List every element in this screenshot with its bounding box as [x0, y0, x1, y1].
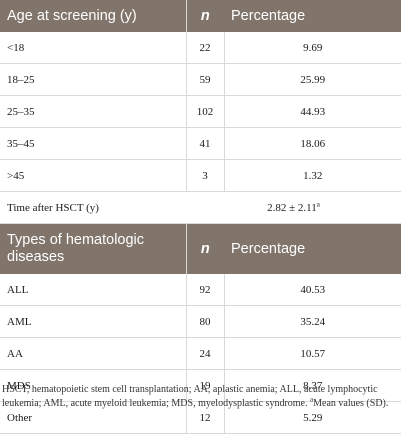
row-n: 41: [186, 127, 225, 160]
table-row: >45 3 1.32: [0, 159, 401, 192]
row-percentage: 1.32: [224, 159, 401, 192]
row-n: 3: [186, 159, 225, 192]
table-row: <18 22 9.69: [0, 32, 401, 64]
row-percentage: 8.37: [224, 369, 401, 402]
row-n: 59: [186, 63, 225, 96]
row-n: 92: [186, 274, 225, 306]
table-row: ALL 92 40.53: [0, 274, 401, 306]
time-label: Time after HSCT (y): [0, 191, 186, 224]
header-percentage: Percentage: [224, 0, 401, 32]
header-row-diseases: Types of hematologic diseases n Percenta…: [0, 223, 401, 274]
row-n: 22: [186, 32, 225, 64]
row-n: 19: [186, 369, 225, 402]
table-row: 25–35 102 44.93: [0, 95, 401, 128]
row-label: 18–25: [0, 63, 187, 96]
row-label: ALL: [0, 274, 187, 306]
table-row: 18–25 59 25.99: [0, 63, 401, 96]
time-value: 2.82 ± 2.11: [267, 201, 317, 214]
row-label: <18: [0, 32, 187, 64]
header-n: n: [186, 0, 224, 32]
header-row-age: Age at screening (y) n Percentage: [0, 0, 401, 32]
row-percentage: 10.57: [224, 337, 401, 370]
header-disease-type: Types of hematologic diseases: [0, 223, 187, 274]
table-row: AA 24 10.57: [0, 337, 401, 370]
row-label: 35–45: [0, 127, 187, 160]
time-value-cell: 2.82 ± 2.11a: [186, 191, 401, 224]
row-n: 24: [186, 337, 225, 370]
row-percentage: 18.06: [224, 127, 401, 160]
table-row: MDS 19 8.37: [0, 369, 401, 402]
row-label: >45: [0, 159, 187, 192]
row-percentage: 9.69: [224, 32, 401, 64]
row-percentage: 44.93: [224, 95, 401, 128]
row-n: 80: [186, 305, 225, 338]
row-percentage: 40.53: [224, 274, 401, 306]
row-percentage: 35.24: [224, 305, 401, 338]
row-label: AA: [0, 337, 187, 370]
header-n: n: [186, 223, 224, 274]
header-age: Age at screening (y): [0, 0, 187, 32]
table-footnote: HSCT, hematopoietic stem cell transplant…: [2, 383, 398, 411]
time-footnote-mark: a: [316, 199, 320, 208]
row-percentage: 25.99: [224, 63, 401, 96]
header-percentage: Percentage: [224, 223, 401, 274]
row-label: MDS: [0, 369, 187, 402]
table-row: 35–45 41 18.06: [0, 127, 401, 160]
time-after-hsct-row: Time after HSCT (y) 2.82 ± 2.11a: [0, 191, 401, 224]
row-label: AML: [0, 305, 187, 338]
table-row: AML 80 35.24: [0, 305, 401, 338]
row-n: 102: [186, 95, 225, 128]
row-label: 25–35: [0, 95, 187, 128]
